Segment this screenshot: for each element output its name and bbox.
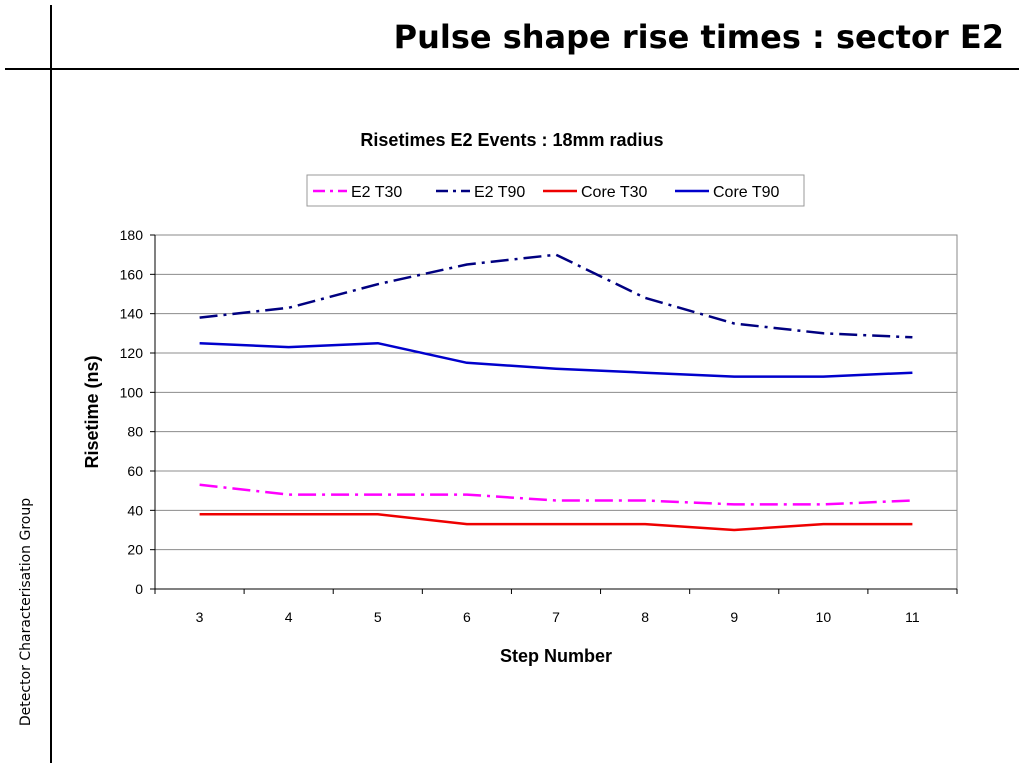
y-tick-label: 140 (120, 306, 144, 322)
x-tick-label: 5 (374, 609, 382, 625)
x-axis-label: Step Number (500, 646, 612, 666)
horizontal-divider (5, 68, 1019, 70)
series-line-4 (199, 341, 913, 378)
legend-label: Core T90 (713, 184, 780, 201)
x-tick-label: 11 (905, 609, 920, 625)
x-tick-label: 8 (641, 609, 649, 625)
y-tick-label: 20 (127, 542, 143, 558)
legend-label: Core T30 (581, 184, 648, 201)
x-tick-label: 3 (196, 609, 204, 625)
series-line-1 (199, 483, 913, 506)
y-tick-label: 160 (120, 266, 144, 282)
x-tick-label: 9 (730, 609, 738, 625)
y-tick-label: 60 (127, 463, 143, 479)
y-tick-label: 0 (135, 581, 143, 597)
vertical-divider (50, 5, 52, 763)
y-tick-label: 120 (120, 345, 144, 361)
series-line-3 (199, 513, 913, 532)
y-tick-label: 180 (120, 227, 144, 243)
axes: 0 20 40 60 80 100 120 140 160 180 3 4 5 6 7 8 9 10 11 (120, 227, 958, 625)
series-layer (199, 253, 913, 532)
x-tick-label: 10 (816, 609, 832, 625)
legend-label: E2 T90 (474, 184, 525, 201)
y-tick-label: 40 (127, 502, 143, 518)
plot-area (154, 234, 958, 590)
x-tick-label: 6 (463, 609, 471, 625)
legend: E2 T30 E2 T90 Core T30 Core T90 (306, 174, 805, 207)
y-axis-label: Risetime (ns) (82, 355, 102, 468)
y-tick-label: 100 (120, 384, 144, 400)
slide-title: Pulse shape rise times : sector E2 (393, 18, 1004, 56)
chart-title: Risetimes E2 Events : 18mm radius (360, 130, 663, 150)
gridlines (155, 273, 957, 551)
y-tick-label: 80 (127, 424, 143, 440)
legend-label: E2 T30 (351, 184, 402, 201)
x-tick-label: 7 (552, 609, 560, 625)
x-tick-label: 4 (285, 609, 293, 625)
